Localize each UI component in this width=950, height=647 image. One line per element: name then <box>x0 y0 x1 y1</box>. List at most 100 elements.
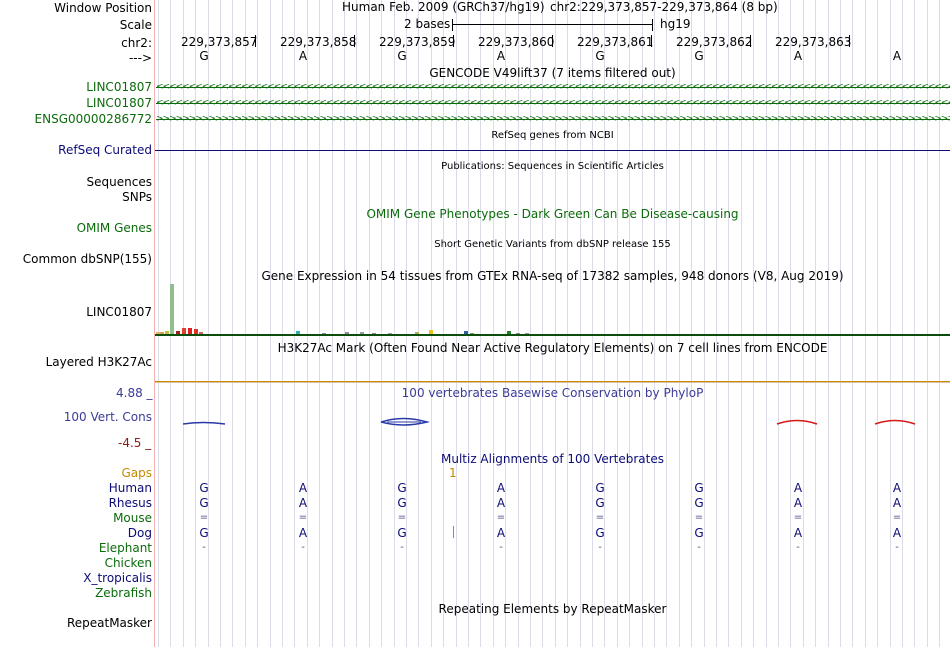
grid-line <box>827 0 829 647</box>
repeatmasker-track-title[interactable]: Repeating Elements by RepeatMasker <box>438 602 667 616</box>
species-label-human[interactable]: Human <box>108 481 152 495</box>
gene-feature-linc01807-a[interactable]: <<<<<<<<<<<<<<<<<<<<<<<<<<<<<<<<<<<<<<<<… <box>156 80 950 94</box>
gene-feature-linc01807-b[interactable]: <<<<<<<<<<<<<<<<<<<<<<<<<<<<<<<<<<<<<<<<… <box>156 96 950 110</box>
phylop-peak-1 <box>182 421 226 425</box>
refseq-gene-line[interactable] <box>155 150 950 151</box>
gtex-track-title[interactable]: Gene Expression in 54 tissues from GTEx … <box>261 269 844 283</box>
species-label-rhesus[interactable]: Rhesus <box>108 496 152 510</box>
grid-line <box>430 0 432 647</box>
species-label-elephant[interactable]: Elephant <box>98 541 152 555</box>
grid-line <box>629 0 631 647</box>
ruler-coordinate: 229,373,858 <box>280 35 357 49</box>
gtex-tissue-bar[interactable] <box>429 330 433 334</box>
gencode-gene-label-2[interactable]: LINC01807 <box>86 96 152 110</box>
strand-label[interactable]: ---> <box>128 51 152 65</box>
gtex-gene-label[interactable]: LINC01807 <box>86 305 152 319</box>
gaps-label[interactable]: Gaps <box>121 466 152 480</box>
grid-line <box>517 0 519 647</box>
gtex-tissue-bar[interactable] <box>415 332 419 334</box>
grid-line <box>654 0 655 647</box>
gene-feature-ensg00000286772[interactable]: >>>>>>>>>>>>>>>>>>>>>>>>>>>>>>>>>>>>>>>>… <box>156 112 950 126</box>
gtex-tissue-bar[interactable] <box>345 332 349 334</box>
gtex-tissue-bar[interactable] <box>160 332 164 334</box>
gtex-tissue-bar[interactable] <box>470 333 474 334</box>
alignment-base: A <box>298 526 308 540</box>
omim-track-title[interactable]: OMIM Gene Phenotypes - Dark Green Can Be… <box>366 207 739 221</box>
gtex-tissue-bar[interactable] <box>360 332 364 334</box>
dbsnp-track-title[interactable]: Short Genetic Variants from dbSNP releas… <box>434 239 671 250</box>
phylop-max-label: 4.88 _ <box>116 386 153 400</box>
phylop-track-label[interactable]: 100 Vert. Cons <box>63 410 152 424</box>
grid-line <box>877 0 879 647</box>
gtex-tissue-bar[interactable] <box>516 333 520 334</box>
assembly-title[interactable]: Human Feb. 2009 (GRCh37/hg19) <box>342 0 545 14</box>
sequence-base: A <box>793 49 803 63</box>
species-label-zebrafish[interactable]: Zebrafish <box>95 586 152 600</box>
gtex-tissue-bar[interactable] <box>199 332 203 334</box>
sequence-base: A <box>298 49 308 63</box>
h3k27ac-track-title[interactable]: H3K27Ac Mark (Often Found Near Active Re… <box>277 341 828 355</box>
position-title[interactable]: chr2:229,373,857-229,373,864 (8 bp) <box>550 0 778 14</box>
gencode-track-title[interactable]: GENCODE V49lift37 (7 items filtered out) <box>429 66 676 80</box>
alignment-base: G <box>397 496 407 510</box>
layered-h3k27ac-label[interactable]: Layered H3K27Ac <box>45 355 152 369</box>
publications-track-title[interactable]: Publications: Sequences in Scientific Ar… <box>441 161 664 172</box>
grid-line <box>344 0 345 647</box>
grid-line <box>926 0 928 647</box>
gtex-tissue-bar[interactable] <box>372 333 376 334</box>
gtex-tissue-bar[interactable] <box>525 333 529 334</box>
alignment-base: = <box>694 512 704 523</box>
gencode-gene-label-1[interactable]: LINC01807 <box>86 80 152 94</box>
gtex-tissue-bar[interactable] <box>165 331 169 334</box>
omim-genes-label[interactable]: OMIM Genes <box>76 221 152 235</box>
species-label-x_tropicalis[interactable]: X_tropicalis <box>83 571 152 585</box>
gtex-tissue-bar[interactable] <box>388 333 392 334</box>
gtex-tissue-bar[interactable] <box>507 331 511 334</box>
alignment-base: - <box>499 542 503 553</box>
dog-gap-marker <box>453 526 454 538</box>
gtex-tissue-bar[interactable] <box>188 328 192 334</box>
alignment-base: G <box>694 526 704 540</box>
snps-label[interactable]: SNPs <box>122 190 152 204</box>
gtex-tissue-bar[interactable] <box>322 333 326 334</box>
grid-line <box>716 0 717 647</box>
species-label-dog[interactable]: Dog <box>127 526 152 540</box>
grid-line <box>468 0 469 647</box>
phylop-signal-plot[interactable] <box>155 400 950 440</box>
gtex-tissue-bar[interactable] <box>182 328 186 334</box>
grid-line <box>641 0 643 647</box>
sequences-label[interactable]: Sequences <box>86 175 152 189</box>
species-label-mouse[interactable]: Mouse <box>113 511 152 525</box>
h3k27ac-signal-line[interactable] <box>155 381 950 382</box>
gencode-gene-label-3[interactable]: ENSG00000286772 <box>34 112 152 126</box>
gtex-tissue-bar[interactable] <box>464 331 468 334</box>
sequence-base: A <box>496 49 506 63</box>
refseq-track-title[interactable]: RefSeq genes from NCBI <box>491 130 614 141</box>
grid-line <box>554 0 556 647</box>
gtex-tissue-bar[interactable] <box>176 331 180 334</box>
alignment-base: = <box>397 512 407 523</box>
alignment-base: A <box>892 496 902 510</box>
phylop-track-title[interactable]: 100 vertebrates Basewise Conservation by… <box>401 386 704 400</box>
ruler-coordinate: 229,373,861 <box>577 35 654 49</box>
multiz-track-title[interactable]: Multiz Alignments of 100 Vertebrates <box>440 452 665 466</box>
grid-line <box>393 0 395 647</box>
alignment-base: G <box>397 526 407 540</box>
grid-line <box>542 0 544 647</box>
gtex-tissue-bar[interactable] <box>170 284 174 334</box>
common-dbsnp-label[interactable]: Common dbSNP(155) <box>22 252 152 266</box>
grid-line <box>765 0 767 647</box>
chrom-label[interactable]: chr2: <box>121 36 152 50</box>
refseq-curated-label[interactable]: RefSeq Curated <box>58 143 152 157</box>
alignment-base: G <box>595 496 605 510</box>
repeatmasker-label[interactable]: RepeatMasker <box>66 616 152 630</box>
ruler-coordinate: 229,373,862 <box>676 35 753 49</box>
gtex-tissue-bar[interactable] <box>194 329 198 334</box>
gtex-tissue-bar[interactable] <box>156 332 160 334</box>
gtex-tissue-bar[interactable] <box>296 331 300 334</box>
grid-line <box>815 0 817 647</box>
species-label-chicken[interactable]: Chicken <box>104 556 152 570</box>
gaps-mark: 1 <box>449 466 457 480</box>
grid-line <box>319 0 321 647</box>
grid-line <box>418 0 420 647</box>
